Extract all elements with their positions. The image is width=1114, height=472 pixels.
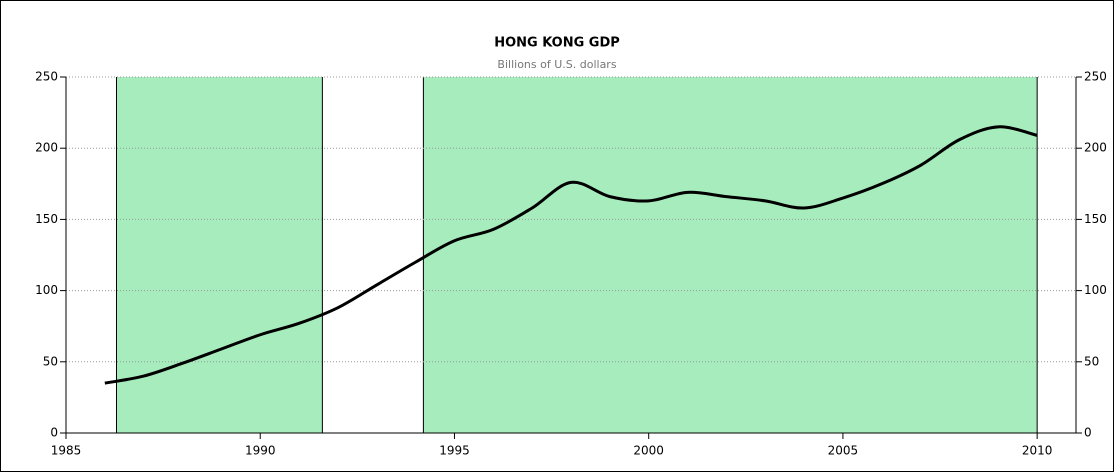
y-tick-label: 0 (50, 426, 58, 440)
x-tick-label: 2005 (828, 444, 859, 458)
y-tick-label: 50 (43, 354, 58, 368)
x-tick-label: 2010 (1022, 444, 1053, 458)
y-tick-label: 100 (35, 283, 58, 297)
y-tick-label: 250 (35, 70, 58, 84)
chart-subtitle: Billions of U.S. dollars (497, 58, 616, 71)
x-tick-label: 1995 (439, 444, 470, 458)
x-tick-label: 1985 (51, 444, 82, 458)
shaded-range (423, 77, 1038, 433)
y-tick-label: 200 (35, 141, 58, 155)
y2-tick-label: 100 (1084, 283, 1107, 297)
x-tick-label: 2000 (633, 444, 664, 458)
y-tick-label: 150 (35, 212, 58, 226)
y2-tick-label: 250 (1084, 70, 1107, 84)
y2-tick-label: 200 (1084, 141, 1107, 155)
y2-tick-label: 150 (1084, 212, 1107, 226)
data-line (104, 125, 1038, 385)
y2-tick-label: 0 (1084, 426, 1092, 440)
chart-title: HONG KONG GDP (494, 36, 620, 51)
y2-tick-label: 50 (1084, 354, 1099, 368)
x-tick-label: 1990 (245, 444, 276, 458)
shaded-range (116, 77, 323, 433)
